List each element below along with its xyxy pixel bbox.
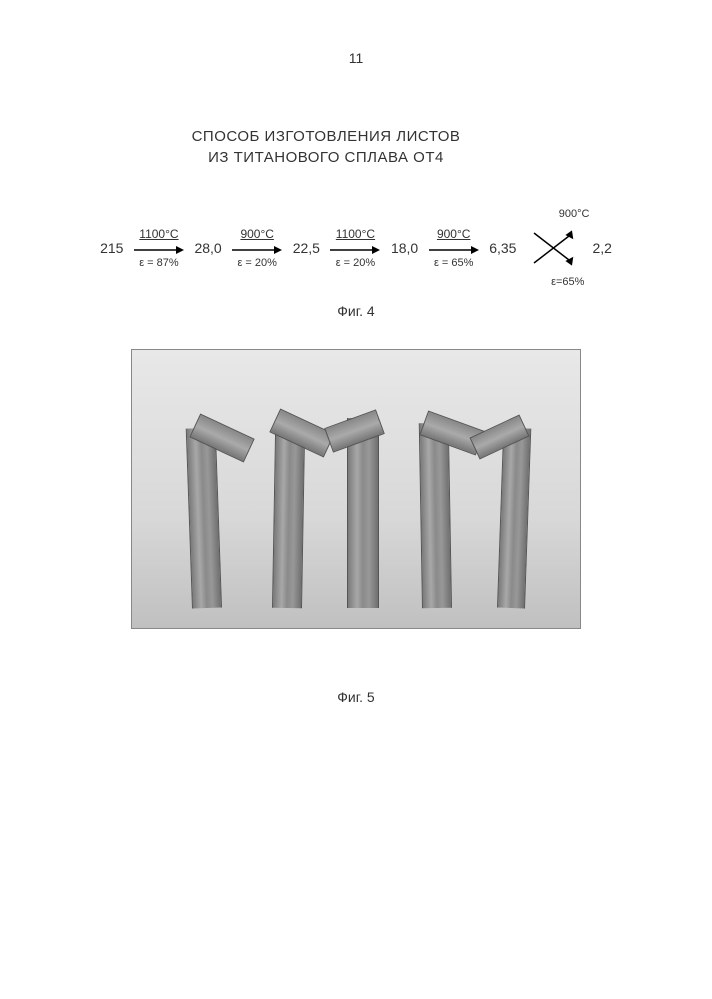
arrow-icon xyxy=(232,243,282,255)
cross-temp: 900°C xyxy=(559,208,590,220)
arrow-icon xyxy=(330,243,380,255)
value-4: 6,35 xyxy=(489,240,516,256)
step-2-strain: ε = 20% xyxy=(237,257,276,269)
figure-5-label: Фиг. 5 xyxy=(0,689,712,705)
step-4-strain: ε = 65% xyxy=(434,257,473,269)
bent-metal-samples-photo xyxy=(131,349,581,629)
step-1-temp: 1100°C xyxy=(139,227,178,241)
step-1-strain: ε = 87% xyxy=(139,257,178,269)
step-2-temp: 900°C xyxy=(240,227,274,241)
title-line-1: СПОСОБ ИЗГОТОВЛЕНИЯ ЛИСТОВ xyxy=(0,126,652,147)
value-1: 28,0 xyxy=(194,240,221,256)
cross-rolling-step: 900°C ε=65% xyxy=(524,218,584,278)
figure-4-label: Фиг. 4 xyxy=(0,303,712,319)
arrow-icon xyxy=(429,243,479,255)
step-4: 900°C ε = 65% xyxy=(426,227,481,269)
step-1: 1100°C ε = 87% xyxy=(131,227,186,269)
value-2: 22,5 xyxy=(293,240,320,256)
step-2: 900°C ε = 20% xyxy=(230,227,285,269)
step-3-temp: 1100°C xyxy=(336,227,375,241)
page-number: 11 xyxy=(0,0,712,66)
step-3: 1100°C ε = 20% xyxy=(328,227,383,269)
value-3: 18,0 xyxy=(391,240,418,256)
step-4-temp: 900°C xyxy=(437,227,471,241)
arrow-icon xyxy=(134,243,184,255)
value-0: 215 xyxy=(100,240,123,256)
title-line-2: ИЗ ТИТАНОВОГО СПЛАВА ОТ4 xyxy=(0,147,652,168)
cross-strain: ε=65% xyxy=(551,276,584,288)
photo-figure-5 xyxy=(0,349,712,629)
document-title: СПОСОБ ИЗГОТОВЛЕНИЯ ЛИСТОВ ИЗ ТИТАНОВОГО… xyxy=(0,126,652,168)
process-diagram: 215 1100°C ε = 87% 28,0 900°C ε = 20% 22… xyxy=(0,218,712,278)
value-5: 2,2 xyxy=(592,240,611,256)
step-3-strain: ε = 20% xyxy=(336,257,375,269)
cross-arrows-icon xyxy=(529,228,579,268)
